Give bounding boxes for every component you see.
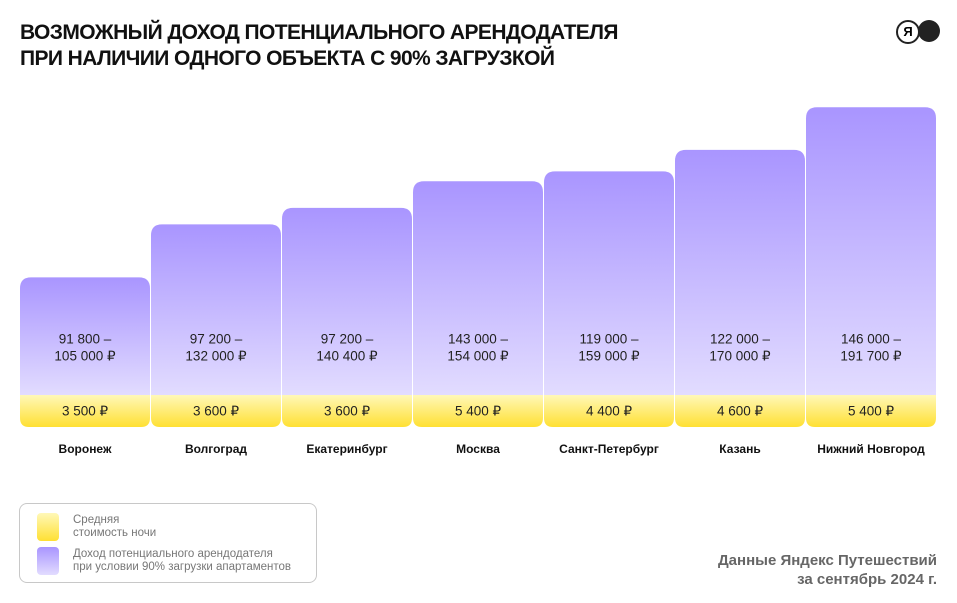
income-high-label: 159 000 ₽ [578, 349, 640, 364]
income-bar [806, 107, 936, 395]
income-low-label: 143 000 – [448, 332, 509, 347]
income-high-label: 132 000 ₽ [185, 349, 247, 364]
income-low-label: 119 000 – [579, 332, 639, 347]
city-label: Нижний Новгород [817, 442, 925, 456]
night-price-box [413, 395, 543, 427]
night-price-box [282, 395, 412, 427]
legend: Средняя стоимость ночи Доход потенциальн… [19, 503, 317, 583]
income-high-label: 154 000 ₽ [447, 349, 509, 364]
legend-item: Средняя стоимость ночи [37, 513, 156, 541]
city-label: Москва [456, 442, 500, 456]
legend-label: Средняя стоимость ночи [73, 514, 157, 539]
night-price-box [806, 395, 936, 427]
income-high-label: 170 000 ₽ [709, 349, 771, 364]
income-low-label: 91 800 – [59, 332, 112, 347]
night-price-label: 5 400 ₽ [455, 404, 502, 419]
night-price-label: 3 600 ₽ [324, 404, 371, 419]
night-price-label: 4 400 ₽ [586, 404, 633, 419]
city-label: Воронеж [59, 442, 112, 456]
legend-item: Доход потенциального арендодателя при ус… [37, 547, 291, 575]
income-low-label: 122 000 – [710, 332, 771, 347]
income-bar [282, 207, 412, 395]
city-label: Екатеринбург [306, 442, 387, 456]
night-price-box [544, 395, 674, 427]
globe-icon [918, 20, 940, 42]
night-price-label: 3 600 ₽ [193, 404, 240, 419]
night-price-label: 5 400 ₽ [848, 404, 895, 419]
night-price-box [675, 395, 805, 427]
city-label: Казань [719, 442, 760, 456]
income-bar [544, 171, 674, 395]
income-low-label: 97 200 – [190, 332, 243, 347]
source-note: Данные Яндекс Путешествий за сентябрь 20… [718, 552, 937, 588]
income-high-label: 191 700 ₽ [840, 349, 902, 364]
night-price-label: 3 500 ₽ [62, 404, 109, 419]
night-price-label: 4 600 ₽ [717, 404, 764, 419]
income-low-label: 97 200 – [321, 332, 374, 347]
night-price-box [20, 395, 150, 427]
chart-title: ВОЗМОЖНЫЙ ДОХОД ПОТЕНЦИАЛЬНОГО АРЕНДОДАТ… [20, 21, 618, 70]
income-bar [413, 181, 543, 395]
income-high-label: 105 000 ₽ [54, 349, 116, 364]
income-bar [675, 149, 805, 395]
income-low-label: 146 000 – [841, 332, 902, 347]
legend-swatch [37, 547, 59, 575]
income-bar [151, 224, 281, 395]
legend-label: Доход потенциального арендодателя при ус… [73, 548, 292, 573]
income-high-label: 140 400 ₽ [316, 349, 378, 364]
night-price-box [151, 395, 281, 427]
city-label: Санкт-Петербург [559, 442, 659, 456]
income-bar [20, 277, 150, 395]
legend-swatch [37, 513, 59, 541]
city-label: Волгоград [185, 442, 247, 456]
